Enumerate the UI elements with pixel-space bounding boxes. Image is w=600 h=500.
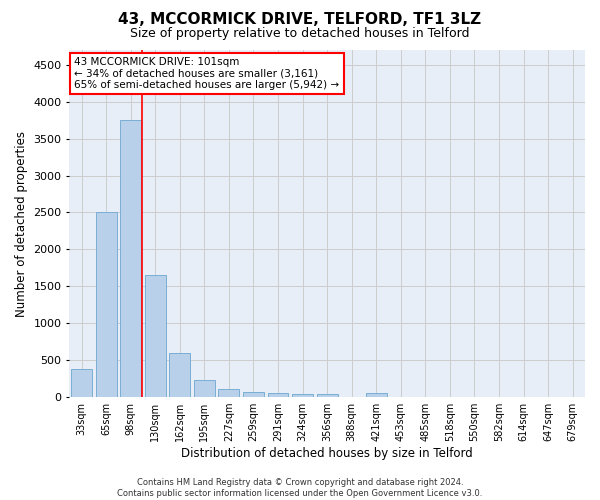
- Bar: [366, 393, 387, 397]
- Bar: [194, 380, 215, 397]
- Text: 43, MCCORMICK DRIVE, TELFORD, TF1 3LZ: 43, MCCORMICK DRIVE, TELFORD, TF1 3LZ: [118, 12, 482, 28]
- Bar: [317, 394, 338, 397]
- Bar: [71, 369, 92, 397]
- Text: Size of property relative to detached houses in Telford: Size of property relative to detached ho…: [130, 28, 470, 40]
- Bar: [169, 353, 190, 397]
- X-axis label: Distribution of detached houses by size in Telford: Distribution of detached houses by size …: [181, 447, 473, 460]
- Text: Contains HM Land Registry data © Crown copyright and database right 2024.
Contai: Contains HM Land Registry data © Crown c…: [118, 478, 482, 498]
- Text: 43 MCCORMICK DRIVE: 101sqm
← 34% of detached houses are smaller (3,161)
65% of s: 43 MCCORMICK DRIVE: 101sqm ← 34% of deta…: [74, 57, 340, 90]
- Bar: [120, 120, 141, 397]
- Bar: [292, 394, 313, 397]
- Bar: [268, 394, 289, 397]
- Bar: [145, 275, 166, 397]
- Bar: [243, 392, 264, 397]
- Bar: [96, 212, 116, 397]
- Y-axis label: Number of detached properties: Number of detached properties: [15, 130, 28, 316]
- Bar: [218, 389, 239, 397]
